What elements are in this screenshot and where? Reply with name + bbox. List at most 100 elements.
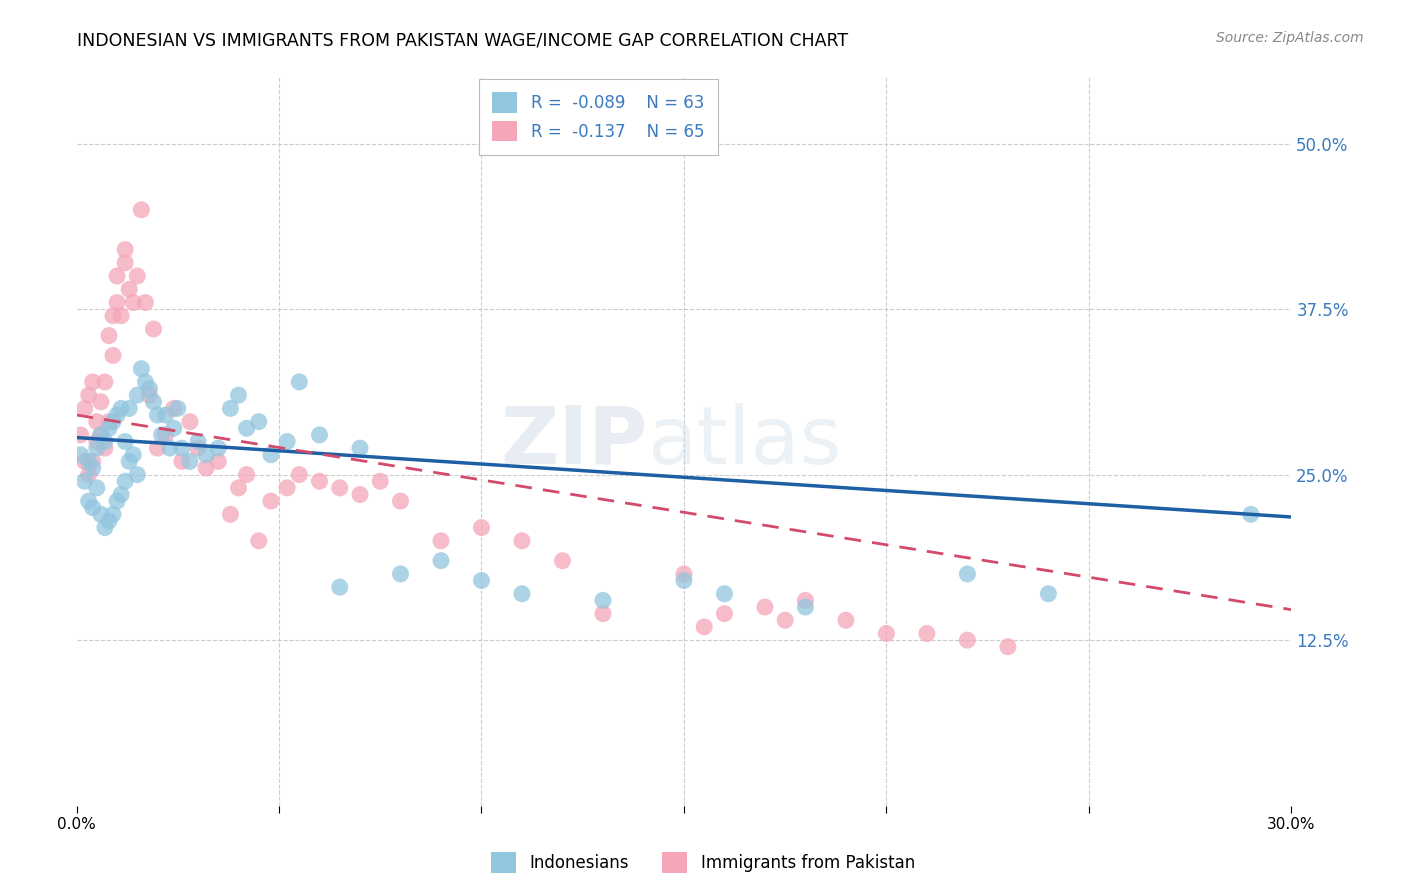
Point (122, 295, 145, 310)
Point (110, 401, 132, 416)
Point (114, 475, 136, 489)
Point (94, 375, 117, 389)
Point (114, 434, 136, 449)
Point (118, 282, 141, 296)
Point (127, 268, 149, 283)
Point (134, 375, 156, 389)
Point (997, 640, 1019, 654)
Point (510, 533, 533, 548)
Point (155, 408, 177, 422)
Point (835, 613, 858, 627)
Point (94, 434, 117, 449)
Point (94, 520, 117, 534)
Point (430, 554, 453, 568)
Point (260, 494, 283, 508)
Point (956, 566, 979, 581)
Point (97, 421, 120, 435)
Point (288, 375, 311, 389)
Point (86, 415, 108, 429)
Point (150, 428, 173, 442)
Point (77, 494, 100, 508)
Point (77, 454, 100, 468)
Point (219, 401, 242, 416)
Point (672, 566, 695, 581)
Point (122, 448, 145, 462)
Point (308, 428, 330, 442)
Point (179, 415, 201, 429)
Point (142, 394, 165, 409)
Point (713, 607, 735, 621)
Point (368, 475, 391, 489)
Point (207, 454, 229, 468)
Point (82, 454, 104, 468)
Point (82, 375, 104, 389)
Point (90, 508, 112, 522)
Point (77, 467, 100, 482)
Point (956, 633, 979, 648)
Point (794, 593, 817, 607)
Point (69, 428, 91, 442)
Point (228, 481, 250, 495)
Point (551, 554, 574, 568)
Point (105, 408, 128, 422)
Point (470, 520, 492, 534)
Point (114, 243, 136, 257)
Point (105, 494, 128, 508)
Point (118, 454, 141, 468)
Point (166, 401, 188, 416)
Point (163, 401, 186, 416)
Point (875, 626, 897, 640)
Point (86, 434, 108, 449)
Point (276, 434, 298, 449)
Point (97, 514, 120, 528)
Point (247, 415, 270, 429)
Point (592, 593, 614, 607)
Point (138, 382, 160, 396)
Point (288, 467, 311, 482)
Point (276, 481, 298, 495)
Point (134, 295, 156, 310)
Point (170, 441, 193, 455)
Point (73, 475, 96, 489)
Point (101, 415, 124, 429)
Legend: Indonesians, Immigrants from Pakistan: Indonesians, Immigrants from Pakistan (485, 846, 921, 880)
Point (105, 268, 128, 283)
Point (430, 533, 453, 548)
Point (82, 500, 104, 515)
Point (86, 441, 108, 455)
Point (90, 394, 112, 409)
Point (308, 475, 330, 489)
Point (693, 620, 716, 634)
Text: ZIP: ZIP (501, 402, 648, 481)
Point (195, 461, 218, 475)
Point (1038, 587, 1060, 601)
Point (155, 428, 177, 442)
Point (389, 494, 412, 508)
Text: INDONESIAN VS IMMIGRANTS FROM PAKISTAN WAGE/INCOME GAP CORRELATION CHART: INDONESIAN VS IMMIGRANTS FROM PAKISTAN W… (77, 31, 848, 49)
Point (235, 421, 257, 435)
Point (510, 587, 533, 601)
Point (127, 388, 149, 402)
Point (138, 388, 160, 402)
Point (97, 415, 120, 429)
Point (329, 580, 352, 594)
Point (146, 441, 169, 455)
Point (94, 441, 117, 455)
Point (260, 448, 283, 462)
Point (349, 487, 371, 501)
Point (187, 441, 209, 455)
Point (105, 295, 128, 310)
Point (179, 454, 201, 468)
Point (77, 388, 100, 402)
Point (86, 481, 108, 495)
Point (389, 566, 412, 581)
Point (146, 408, 169, 422)
Text: atlas: atlas (648, 402, 842, 481)
Point (114, 256, 136, 270)
Point (235, 467, 257, 482)
Point (219, 508, 242, 522)
Point (131, 361, 153, 376)
Legend: R =  -0.089    N = 63, R =  -0.137    N = 65: R = -0.089 N = 63, R = -0.137 N = 65 (485, 86, 711, 148)
Point (131, 202, 153, 217)
Text: Source: ZipAtlas.com: Source: ZipAtlas.com (1216, 31, 1364, 45)
